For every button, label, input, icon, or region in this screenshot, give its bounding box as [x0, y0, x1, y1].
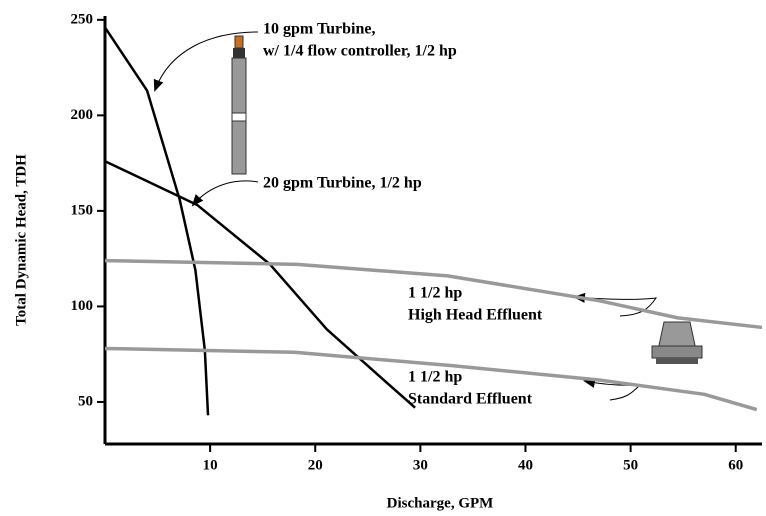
- y-axis-title: Total Dynamic Head, TDH: [13, 154, 29, 326]
- annotation: 20 gpm Turbine, 1/2 hp: [263, 175, 422, 192]
- annotation: 10 gpm Turbine,: [263, 21, 375, 38]
- x-tick-label: 40: [518, 457, 533, 473]
- annotation: Standard Effluent: [408, 391, 533, 408]
- y-tick-label: 100: [71, 298, 94, 314]
- x-tick-label: 20: [308, 457, 323, 473]
- y-tick-label: 200: [71, 107, 94, 123]
- x-tick-label: 60: [728, 457, 743, 473]
- series-line: [104, 258, 763, 330]
- arrow: [573, 292, 658, 317]
- arrow: [191, 180, 259, 207]
- series-line: [104, 160, 416, 409]
- x-tick-label: 50: [623, 457, 638, 473]
- series-line: [103, 26, 210, 416]
- y-tick-label: 150: [71, 202, 94, 218]
- annotation: w/ 1/4 flow controller, 1/2 hp: [263, 43, 457, 60]
- arrow: [153, 31, 259, 92]
- annotation: 1 1/2 hp: [408, 285, 462, 302]
- turbine-icon: [231, 35, 247, 175]
- x-tick-label: 30: [413, 457, 428, 473]
- series-line: [104, 346, 758, 412]
- x-tick-label: 10: [203, 457, 218, 473]
- effluent-pump-icon: [651, 321, 703, 364]
- annotation: 1 1/2 hp: [408, 369, 462, 386]
- y-tick-label: 50: [78, 393, 93, 409]
- x-axis-title: Discharge, GPM: [387, 495, 494, 511]
- y-tick-label: 250: [71, 11, 94, 27]
- annotation: High Head Effluent: [408, 307, 543, 324]
